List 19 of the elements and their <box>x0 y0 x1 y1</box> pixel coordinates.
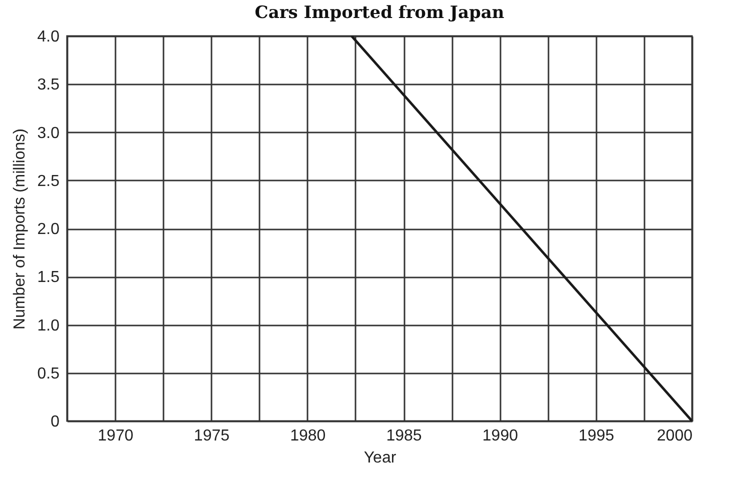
x-tick-label: 1995 <box>578 428 614 444</box>
y-tick-label: 1.5 <box>37 269 60 286</box>
y-tick-label: 0.5 <box>37 365 60 382</box>
chart-title: Cars Imported from Japan <box>254 3 504 23</box>
x-tick-label: 1990 <box>482 428 518 444</box>
x-tick-label: 1980 <box>290 428 326 444</box>
y-tick-label: 2.0 <box>37 221 60 238</box>
y-tick-label: 0 <box>50 414 60 430</box>
y-tick-label: 3.0 <box>37 124 60 142</box>
x-tick-label: 1970 <box>98 428 134 444</box>
y-tick-label: 2.5 <box>37 172 60 190</box>
x-tick-label: 1975 <box>194 428 230 444</box>
x-axis-title: Year <box>364 450 397 466</box>
y-axis-title: Number of Imports (millions) <box>11 128 28 330</box>
y-tick-label: 4.0 <box>37 28 60 46</box>
y-tick-label: 1.0 <box>37 317 60 334</box>
y-tick-label: 3.5 <box>37 76 60 94</box>
x-tick-label: 2000 <box>656 428 693 444</box>
x-tick-label: 1985 <box>386 428 422 444</box>
